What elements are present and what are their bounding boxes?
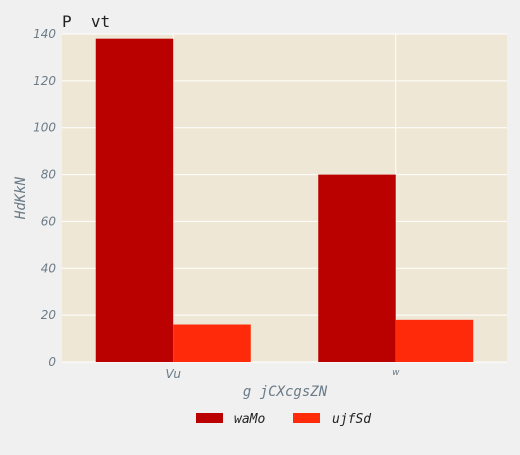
y-tick-label: 120 <box>33 74 56 88</box>
x-tick-labels: Vu w <box>165 367 400 381</box>
y-axis-label: HdKkN <box>13 176 29 220</box>
x-tick-label: Vu <box>165 367 181 381</box>
x-tick-label: w <box>392 368 400 378</box>
bar-ujfSd-Vu <box>173 324 251 362</box>
y-tick-label: 0 <box>48 355 56 369</box>
legend-label-ujfSd: ujfSd <box>332 412 371 427</box>
y-tick-label: 60 <box>41 214 57 228</box>
legend-swatch-waMo <box>196 413 223 423</box>
legend-swatch-ujfSd <box>293 413 320 423</box>
x-axis-label: g jCXcgsZN <box>243 384 328 400</box>
bars <box>95 38 474 362</box>
chart-title: P vt <box>62 12 110 31</box>
legend-label-waMo: waMo <box>234 412 265 427</box>
bar-ujfSd-w <box>395 319 474 362</box>
y-tick-label: 80 <box>41 168 57 182</box>
legend: waMo ujfSd <box>196 412 371 427</box>
bar-waMo-w <box>318 174 396 362</box>
y-tick-label: 140 <box>33 27 56 41</box>
y-tick-label: 100 <box>33 121 56 135</box>
y-tick-label: 40 <box>41 261 57 275</box>
y-tick-labels: 0 20 40 60 80 100 120 140 <box>33 27 56 369</box>
bar-waMo-Vu <box>95 38 174 362</box>
y-tick-label: 20 <box>41 308 57 322</box>
